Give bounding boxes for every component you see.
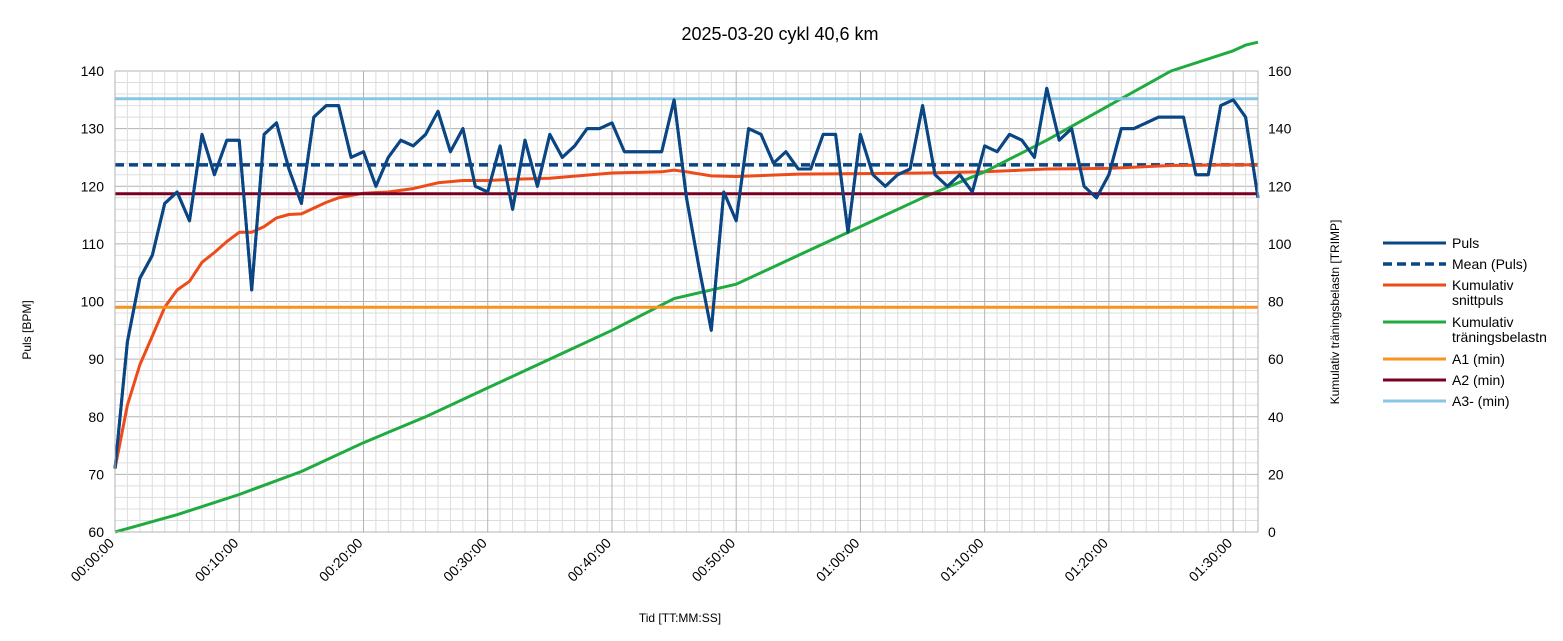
y2-tick-label: 80 <box>1268 294 1284 310</box>
y2-tick-label: 40 <box>1268 409 1284 425</box>
y2-tick-label: 20 <box>1268 466 1284 482</box>
series-line-puls-top <box>113 86 1260 469</box>
y2-tick-label: 60 <box>1268 351 1284 367</box>
y-tick-label: 140 <box>81 63 105 79</box>
legend-label: träningsbelastn <box>1452 329 1547 345</box>
y2-tick-label: 100 <box>1268 236 1292 252</box>
series-line-kumulativ-träningsbelastn <box>114 40 1259 534</box>
x-tick-label: 01:00:00 <box>813 535 863 585</box>
legend-label: Mean (Puls) <box>1452 256 1527 272</box>
y-tick-label: 130 <box>81 121 105 137</box>
x-tick-label: 01:20:00 <box>1061 535 1111 585</box>
legend-label: A3- (min) <box>1452 393 1510 409</box>
x-tick-label: 01:10:00 <box>937 535 987 585</box>
y-tick-label: 120 <box>81 178 105 194</box>
legend-label: Kumulativ <box>1452 277 1513 293</box>
x-tick-label: 00:40:00 <box>564 535 614 585</box>
y2-tick-label: 0 <box>1268 524 1276 540</box>
y2-tick-label: 160 <box>1268 63 1292 79</box>
chart-title: 2025-03-20 cykl 40,6 km <box>681 24 878 44</box>
y-tick-label: 70 <box>88 466 104 482</box>
x-tick-label: 01:30:00 <box>1185 535 1235 585</box>
plot-area <box>113 40 1260 534</box>
legend-label: A2 (min) <box>1452 372 1505 388</box>
y2-tick-label: 140 <box>1268 121 1292 137</box>
x-tick-label: 00:20:00 <box>316 535 366 585</box>
series-line-kumulativ-snittpuls <box>113 163 1258 469</box>
x-tick-label: 00:00:00 <box>67 535 117 585</box>
grid <box>114 70 1259 533</box>
y-tick-label: 110 <box>82 236 105 252</box>
x-tick-label: 00:50:00 <box>688 535 738 585</box>
legend-label: Puls <box>1452 235 1479 251</box>
legend-label: Kumulativ <box>1452 314 1513 330</box>
x-axis-title: Tid [TT:MM:SS] <box>639 611 721 625</box>
y2-axis-title: Kumulativ träningsbelastn [TRIMP] <box>1328 220 1342 405</box>
y2-tick-label: 120 <box>1268 178 1292 194</box>
x-tick-label: 00:30:00 <box>440 535 490 585</box>
y-axis-title: Puls [BPM] <box>20 300 34 359</box>
legend-label: snittpuls <box>1452 292 1503 308</box>
y-tick-label: 80 <box>88 409 104 425</box>
legend-label: A1 (min) <box>1452 351 1505 367</box>
y-tick-label: 60 <box>88 524 104 540</box>
y-tick-label: 90 <box>88 351 104 367</box>
y-tick-label: 100 <box>81 294 105 310</box>
x-tick-label: 00:10:00 <box>192 535 242 585</box>
